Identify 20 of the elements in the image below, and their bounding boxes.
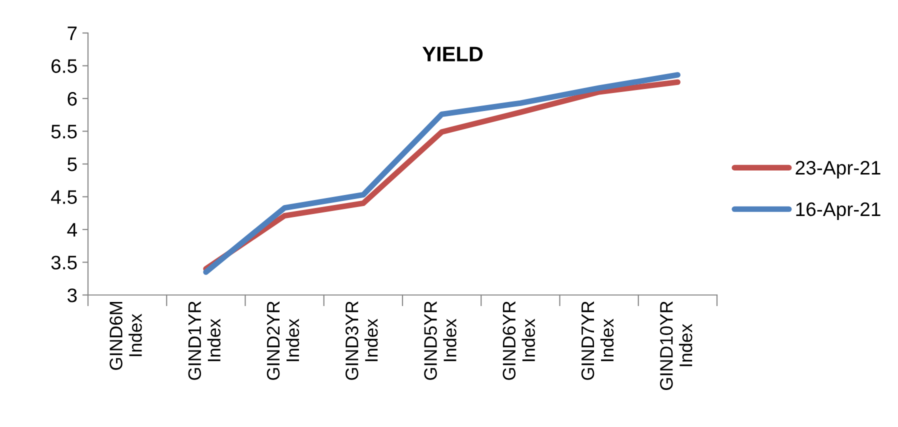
- y-tick-label: 5.5: [51, 124, 77, 138]
- y-tick-label: 3.5: [51, 256, 77, 270]
- text: YIELD: [422, 46, 483, 62]
- x-tick-label: GIND1YR Index: [188, 301, 221, 380]
- x-tick-label: GIND5YR Index: [424, 301, 456, 380]
- x-tick-label: GIND6YR Index: [502, 301, 536, 380]
- y-tick-label: 6: [68, 92, 77, 106]
- x-tick-label: GIND6M Index: [110, 302, 142, 370]
- y-tick-label: 7: [68, 26, 77, 40]
- x-tick-label: GIND3YR Index: [346, 301, 378, 380]
- y-tick-label: 3: [68, 288, 77, 302]
- y-tick-label: 4.5: [51, 190, 77, 204]
- x-tick-label: GIND10YR Index: [660, 301, 692, 390]
- legend-label: 16-Apr-21: [796, 202, 880, 220]
- y-tick-label: 6.5: [52, 59, 77, 73]
- y-tick-label: 4: [67, 223, 78, 237]
- y-tick-label: 5: [68, 158, 77, 172]
- x-tick-label: GIND7YR Index: [581, 301, 614, 380]
- x-tick-label: GIND2YR Index: [266, 301, 300, 380]
- legend-label: 23-Apr-21: [796, 160, 880, 179]
